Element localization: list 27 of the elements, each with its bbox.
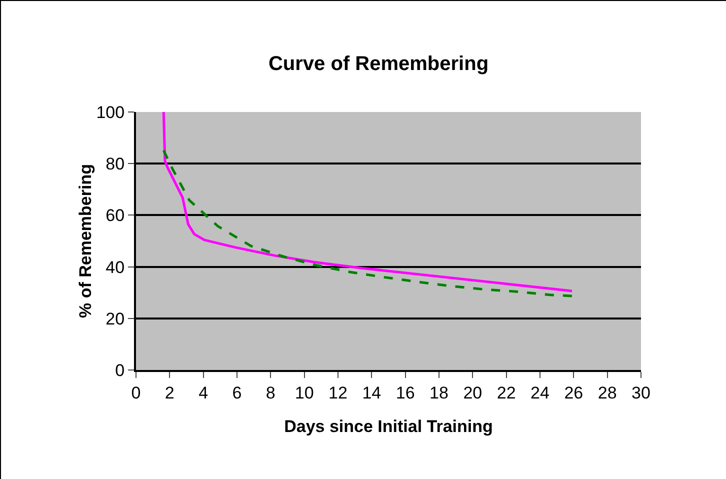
x-tick-label: 24 [530, 383, 550, 402]
y-tick-label: 40 [106, 258, 125, 277]
x-tick-label: 18 [430, 383, 448, 402]
line-series [162, 149, 574, 298]
y-axis-title: % of Remembering [76, 164, 95, 318]
y-tick-label: 20 [106, 309, 125, 328]
x-tick-label: 8 [266, 383, 276, 402]
x-tick-label: 26 [564, 383, 584, 402]
x-tick-label: 10 [294, 383, 314, 402]
x-tick-label: 2 [164, 383, 174, 402]
x-tick-label: 28 [598, 383, 617, 402]
x-tick-label: 14 [362, 383, 382, 402]
y-tick-label: 60 [106, 206, 125, 226]
x-tick-label: 20 [463, 383, 482, 402]
chart-title: Curve of Remembering [268, 53, 489, 76]
y-tick-label: 100 [96, 102, 125, 122]
y-tick-label: 0 [115, 360, 125, 380]
x-tick-label: 16 [396, 383, 415, 402]
x-axis-title: Days since Initial Training [284, 417, 493, 436]
line-series [162, 112, 574, 292]
x-tick-label: 4 [198, 383, 208, 402]
x-tick-label: 30 [632, 383, 650, 402]
y-tick-label: 80 [106, 154, 125, 174]
x-tick-label: 12 [328, 383, 348, 402]
x-tick-label: 22 [496, 383, 516, 402]
x-tick-label: 6 [232, 383, 242, 402]
x-tick-label: 0 [131, 383, 141, 402]
